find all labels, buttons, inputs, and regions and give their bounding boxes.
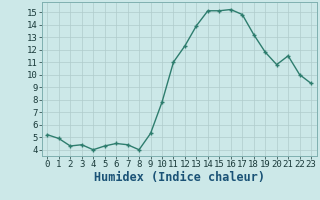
X-axis label: Humidex (Indice chaleur): Humidex (Indice chaleur) [94, 171, 265, 184]
